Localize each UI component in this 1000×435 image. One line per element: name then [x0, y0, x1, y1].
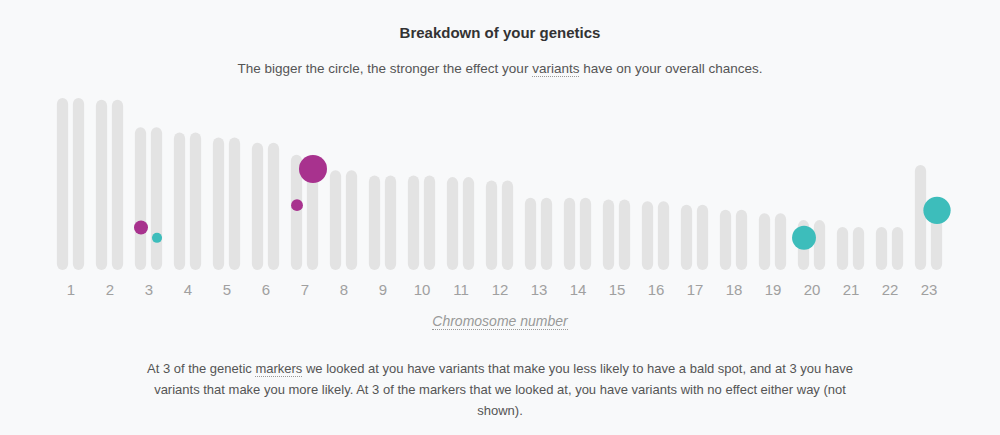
svg-text:14: 14 [570, 281, 587, 298]
svg-text:16: 16 [648, 281, 665, 298]
svg-text:4: 4 [184, 281, 192, 298]
svg-text:7: 7 [301, 281, 309, 298]
svg-text:15: 15 [609, 281, 626, 298]
svg-text:3: 3 [145, 281, 153, 298]
svg-text:23: 23 [921, 281, 938, 298]
svg-text:19: 19 [765, 281, 782, 298]
svg-text:8: 8 [340, 281, 348, 298]
svg-text:6: 6 [262, 281, 270, 298]
svg-text:5: 5 [223, 281, 231, 298]
svg-text:11: 11 [453, 281, 469, 298]
svg-text:10: 10 [414, 281, 431, 298]
html-text:At 3 of the genetic markers we: At 3 of the genetic markers we looked at… [147, 361, 853, 418]
svg-text:21: 21 [843, 281, 860, 298]
svg-text:12: 12 [492, 281, 509, 298]
svg-text:20: 20 [804, 281, 821, 298]
svg-text:9: 9 [379, 281, 387, 298]
svg-text:17: 17 [687, 281, 704, 298]
html-text:The bigger the circle, the str: The bigger the circle, the stronger the … [237, 61, 763, 76]
html-text:Breakdown of your genetics: Breakdown of your genetics [399, 24, 601, 41]
html-text:Chromosome number: Chromosome number [432, 313, 568, 329]
svg-text:22: 22 [882, 281, 899, 298]
svg-text:18: 18 [726, 281, 743, 298]
svg-text:13: 13 [531, 281, 548, 298]
svg-text:1: 1 [67, 281, 75, 298]
svg-text:2: 2 [106, 281, 114, 298]
